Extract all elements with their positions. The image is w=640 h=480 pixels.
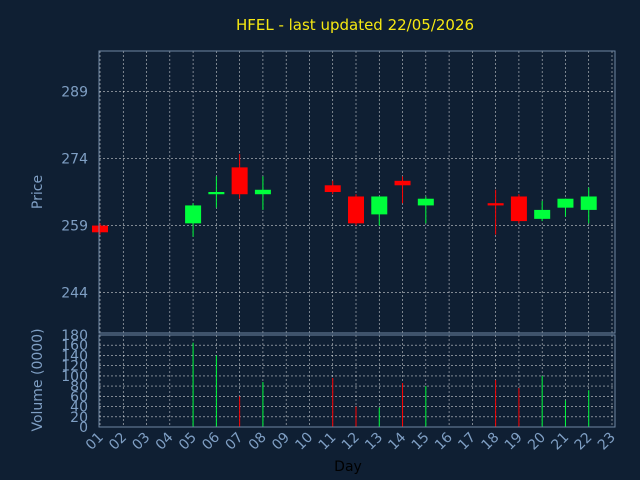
price-tick-label: 244 bbox=[61, 286, 88, 302]
candle-body bbox=[208, 192, 225, 195]
price-tick-label: 259 bbox=[61, 219, 88, 235]
volume-panel-frame bbox=[98, 334, 616, 428]
candle-body bbox=[324, 185, 341, 192]
price-axis-label: Price bbox=[30, 175, 46, 209]
volume-layer bbox=[192, 342, 590, 427]
candle-body bbox=[185, 205, 202, 224]
price-tick-label: 274 bbox=[61, 151, 88, 167]
volume-tick-label: 0 bbox=[79, 420, 88, 436]
candle-body bbox=[231, 167, 248, 195]
candle-body bbox=[348, 196, 364, 224]
candle-body bbox=[394, 180, 411, 186]
volume-tick-label: 180 bbox=[61, 328, 88, 344]
price-panel-frame bbox=[98, 50, 616, 334]
candle-body bbox=[254, 189, 271, 195]
candle-body bbox=[580, 196, 597, 210]
volume-tick-label: 140 bbox=[61, 348, 88, 364]
candle-body bbox=[510, 196, 527, 222]
volume-tick-label: 160 bbox=[61, 338, 88, 354]
candle-body bbox=[487, 203, 504, 206]
candle-body bbox=[417, 198, 434, 206]
volume-tick-label: 100 bbox=[61, 369, 88, 385]
candle-body bbox=[557, 198, 574, 208]
candle-body bbox=[534, 209, 551, 219]
price-tick-label: 289 bbox=[61, 84, 88, 100]
volume-tick-label: 40 bbox=[70, 400, 88, 416]
x-axis-label: Day bbox=[334, 459, 362, 475]
volume-tick-label: 60 bbox=[70, 389, 88, 405]
chart-title: HFEL - last updated 22/05/2026 bbox=[236, 16, 474, 34]
volume-tick-label: 80 bbox=[70, 379, 88, 395]
volume-tick-label: 120 bbox=[61, 359, 88, 375]
candle-body bbox=[92, 225, 108, 233]
candle-body bbox=[371, 196, 388, 215]
volume-axis-label: Volume (0000) bbox=[30, 328, 46, 431]
volume-tick-label: 20 bbox=[70, 410, 88, 426]
candle-layer bbox=[92, 153, 597, 237]
